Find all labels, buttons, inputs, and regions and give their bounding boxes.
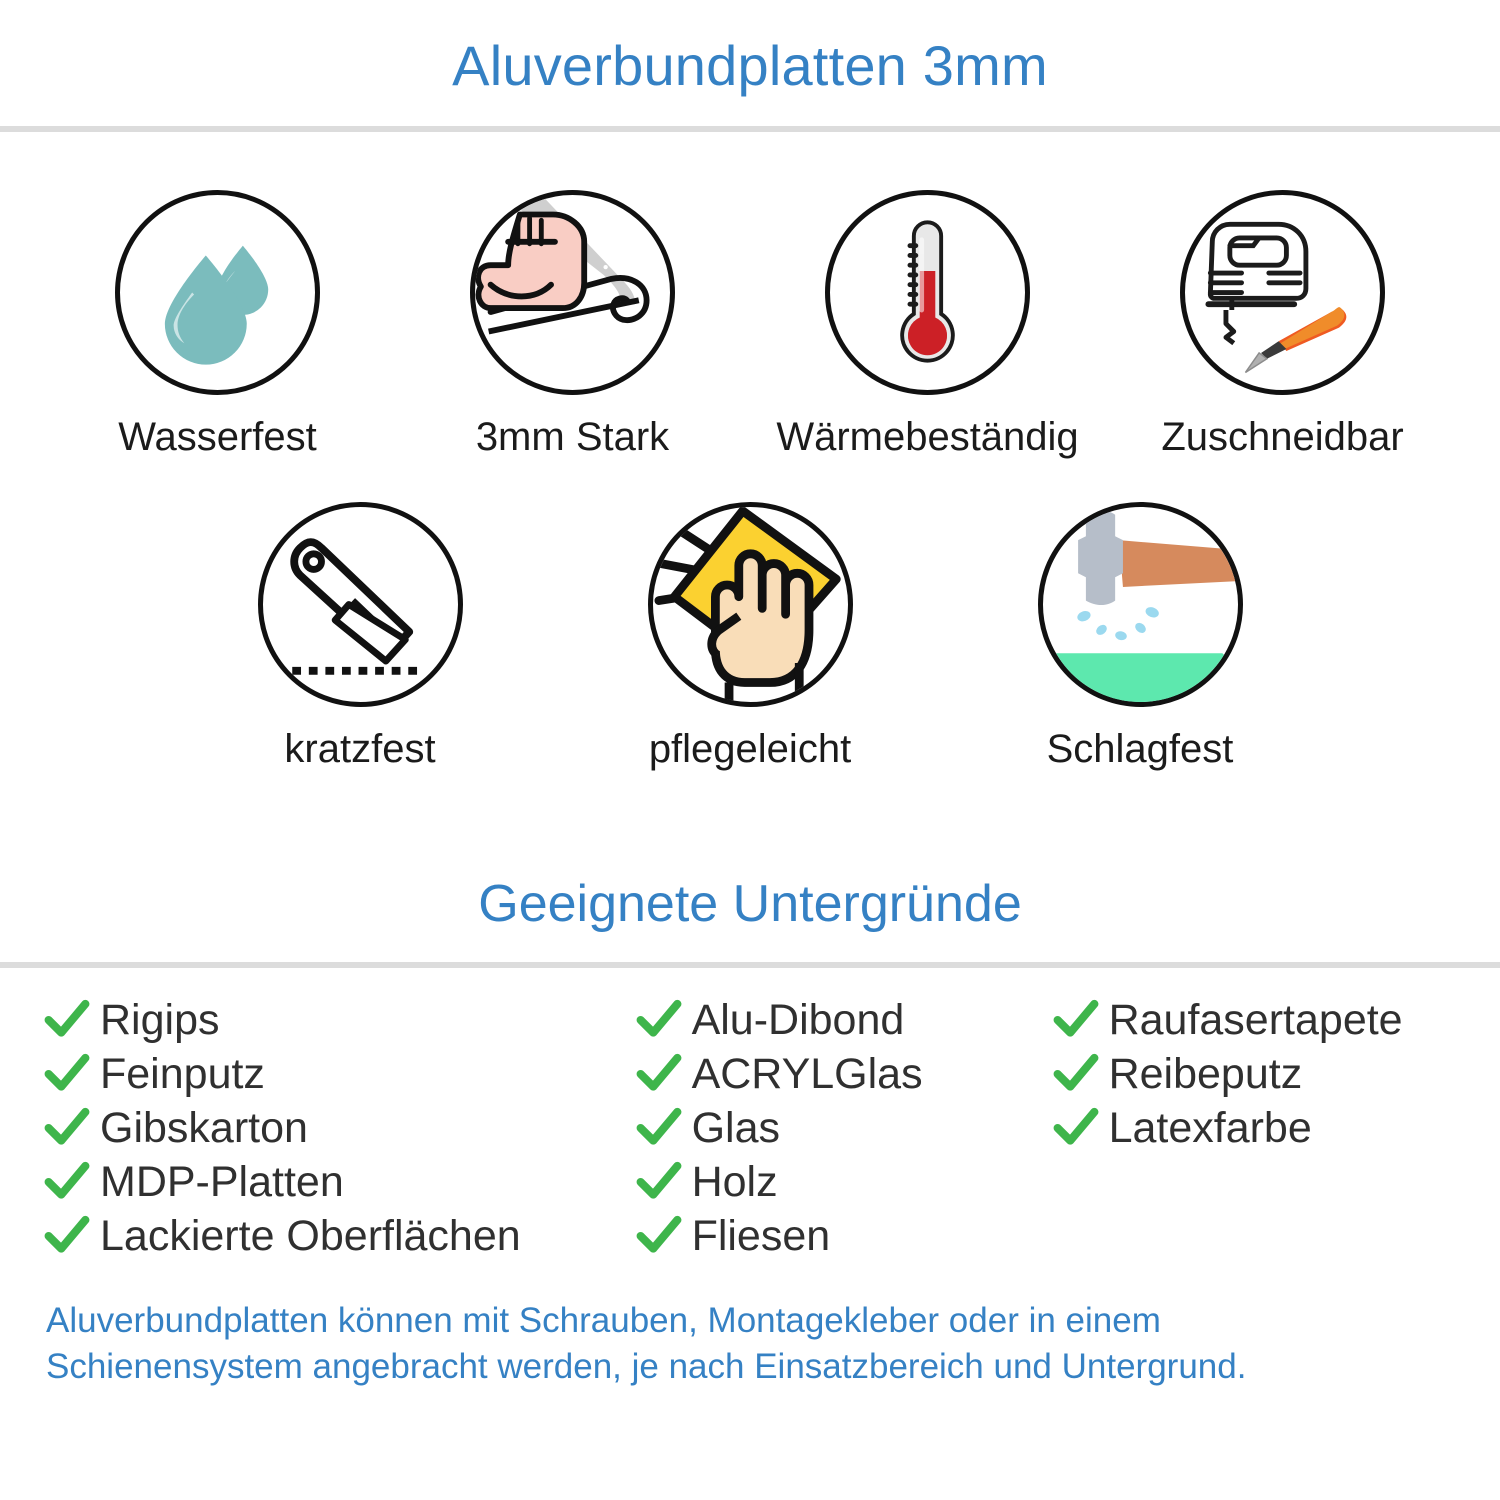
list-item: Gibskarton xyxy=(44,1102,636,1154)
feature-waermebestaendig: Wärmebeständig xyxy=(750,190,1105,460)
list-item-label: Lackierte Oberflächen xyxy=(100,1211,521,1260)
green-checkmark-icon xyxy=(636,1051,682,1097)
footer-note: Aluverbundplatten können mit Schrauben, … xyxy=(0,1264,1500,1389)
feature-row-2: kratzfest pflegeleicht xyxy=(40,502,1460,772)
green-checkmark-icon xyxy=(1053,1051,1099,1097)
feature-pflegeleicht: pflegeleicht xyxy=(555,502,945,772)
green-checkmark-icon xyxy=(44,1159,90,1205)
green-checkmark-icon xyxy=(636,1213,682,1259)
list-item-label: Rigips xyxy=(100,995,220,1044)
green-checkmark-icon xyxy=(1053,997,1099,1043)
footer-note-line-1: Aluverbundplatten können mit Schrauben, … xyxy=(46,1301,1161,1340)
list-item-label: Holz xyxy=(691,1157,778,1206)
list-item-label: Alu-Dibond xyxy=(691,995,905,1044)
list-item-label: Fliesen xyxy=(691,1211,831,1260)
list-item-label: Raufasertapete xyxy=(1108,995,1403,1044)
list-item: Feinputz xyxy=(44,1048,636,1100)
thermometer-icon xyxy=(825,190,1030,395)
list-item: Rigips xyxy=(44,994,636,1046)
feature-label: Schlagfest xyxy=(1046,727,1234,771)
substrates-column-3: Raufasertapete Reibeputz Latexfarbe xyxy=(1053,994,1456,1264)
flexed-arm-panel-icon xyxy=(470,190,675,395)
page-title: Aluverbundplatten 3mm xyxy=(452,34,1048,97)
footer-note-line-2: Schienensystem angebracht werden, je nac… xyxy=(46,1346,1247,1386)
feature-label: 3mm Stark xyxy=(475,415,670,459)
green-checkmark-icon xyxy=(44,1213,90,1259)
green-checkmark-icon xyxy=(636,1159,682,1205)
divider-top xyxy=(0,126,1500,132)
list-item: Reibeputz xyxy=(1053,1048,1456,1100)
substrates-section-title: Geeignete Untergründe xyxy=(478,875,1022,933)
feature-label: kratzfest xyxy=(284,727,436,771)
cutter-knife-icon xyxy=(257,502,463,707)
feature-label: Wärmebeständig xyxy=(776,415,1079,459)
feature-row-1: Wasserfest xyxy=(40,190,1460,460)
list-item-label: MDP-Platten xyxy=(100,1157,344,1206)
list-item: Latexfarbe xyxy=(1053,1102,1456,1154)
list-item: MDP-Platten xyxy=(44,1156,636,1208)
list-item-label: Glas xyxy=(691,1103,780,1152)
feature-label: pflegeleicht xyxy=(648,727,852,771)
green-checkmark-icon xyxy=(1053,1105,1099,1151)
water-drops-icon xyxy=(115,190,320,395)
green-checkmark-icon xyxy=(44,1051,90,1097)
feature-schlagfest: Schlagfest xyxy=(945,502,1335,772)
feature-kratzfest: kratzfest xyxy=(165,502,555,772)
substrates-column-1: Rigips Feinputz Gibskarton MDP-Platten L… xyxy=(44,994,636,1264)
divider-middle xyxy=(0,962,1500,968)
list-item: Lackierte Oberflächen xyxy=(44,1210,636,1262)
feature-label: Wasserfest xyxy=(118,415,317,459)
list-item-label: Gibskarton xyxy=(100,1103,308,1152)
list-item-label: Latexfarbe xyxy=(1108,1103,1312,1152)
feature-wasserfest: Wasserfest xyxy=(40,190,395,460)
green-checkmark-icon xyxy=(44,1105,90,1151)
list-item: Fliesen xyxy=(636,1210,1053,1262)
hand-cleaning-cloth-icon xyxy=(647,502,853,707)
jigsaw-cutter-icon xyxy=(1180,190,1385,395)
list-item: Holz xyxy=(636,1156,1053,1208)
feature-3mm-stark: 3mm Stark xyxy=(395,190,750,460)
list-item-label: Feinputz xyxy=(100,1049,265,1098)
list-item: Glas xyxy=(636,1102,1053,1154)
list-item: Raufasertapete xyxy=(1053,994,1456,1046)
substrates-column-2: Alu-Dibond ACRYLGlas Glas Holz Fliesen xyxy=(636,994,1053,1264)
substrates-list: Rigips Feinputz Gibskarton MDP-Platten L… xyxy=(0,968,1500,1264)
list-item: ACRYLGlas xyxy=(636,1048,1053,1100)
green-checkmark-icon xyxy=(44,997,90,1043)
feature-label: Zuschneidbar xyxy=(1161,415,1404,459)
list-item-label: ACRYLGlas xyxy=(691,1049,923,1098)
feature-grid: Wasserfest xyxy=(0,190,1500,772)
green-checkmark-icon xyxy=(636,997,682,1043)
list-item-label: Reibeputz xyxy=(1108,1049,1303,1098)
list-item: Alu-Dibond xyxy=(636,994,1053,1046)
feature-zuschneidbar: Zuschneidbar xyxy=(1105,190,1460,460)
hammer-impact-icon xyxy=(1037,502,1243,707)
green-checkmark-icon xyxy=(636,1105,682,1151)
